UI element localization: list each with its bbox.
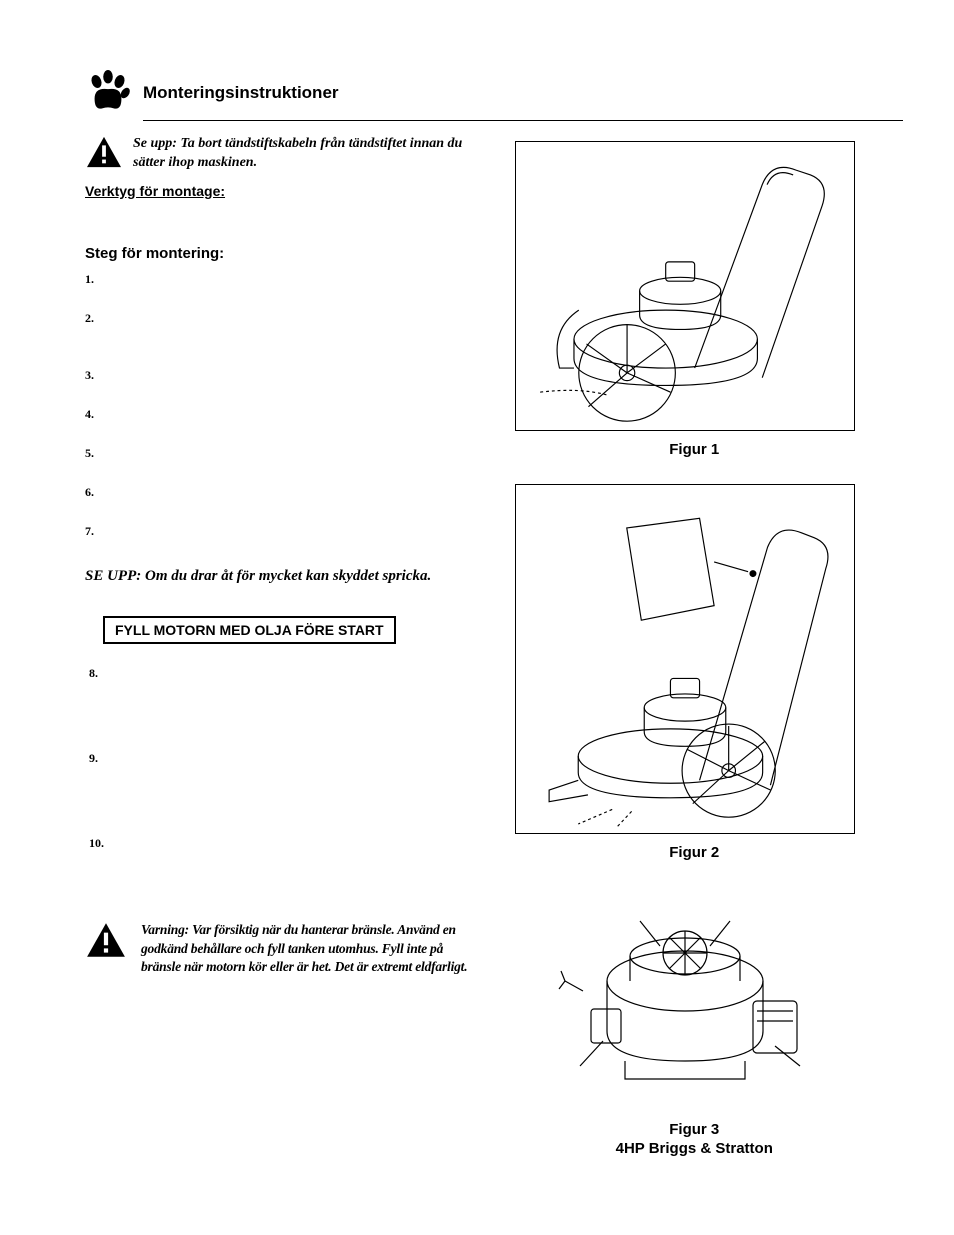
left-column: Se upp: Ta bort tändstiftskabeln från tä… xyxy=(85,135,475,1157)
step-number: 2. xyxy=(85,311,475,326)
header-row: Monteringsinstruktioner xyxy=(85,70,884,116)
content-columns: Se upp: Ta bort tändstiftskabeln från tä… xyxy=(85,135,884,1157)
step-number: 4. xyxy=(85,407,475,422)
steps-title: Steg för montering: xyxy=(85,245,475,262)
oil-warning-box: FYLL MOTORN MED OLJA FÖRE START xyxy=(103,616,396,644)
paw-icon xyxy=(85,70,131,116)
figure-3-caption: Figur 3 xyxy=(505,1121,885,1138)
figure-1-caption: Figur 1 xyxy=(505,441,885,458)
step-number: 9. xyxy=(89,751,475,766)
steps-list-a: 1. 2. 3. 4. 5. 6. 7. xyxy=(85,272,475,539)
figure-1-illustration xyxy=(520,146,850,426)
figure-3-illustration xyxy=(535,891,835,1111)
step-number: 10. xyxy=(89,836,475,851)
steps-list-b: 8. 9. 10. xyxy=(85,666,475,851)
warning-2: Varning: Var försiktig när du hanterar b… xyxy=(85,921,475,976)
warning-2-text: Varning: Var försiktig när du hanterar b… xyxy=(141,921,475,976)
step-number: 7. xyxy=(85,524,475,539)
right-column: Figur 1 xyxy=(505,135,885,1157)
figure-3-subcaption: 4HP Briggs & Stratton xyxy=(505,1140,885,1157)
figure-1-box xyxy=(515,141,855,431)
step-number: 8. xyxy=(89,666,475,681)
header-rule xyxy=(143,120,903,121)
step-number: 1. xyxy=(85,272,475,287)
page: Monteringsinstruktioner Se upp: Ta bort … xyxy=(0,0,954,1235)
step-number: 3. xyxy=(85,368,475,383)
step-number: 5. xyxy=(85,446,475,461)
tools-label: Verktyg för montage: xyxy=(85,183,475,199)
warning-icon xyxy=(85,921,127,959)
figure-2-caption: Figur 2 xyxy=(505,844,885,861)
warning-1: Se upp: Ta bort tändstiftskabeln från tä… xyxy=(85,135,475,173)
figure-2-box xyxy=(515,484,855,834)
caution-2: SE UPP: Om du drar åt för mycket kan sky… xyxy=(85,567,475,587)
figure-2-illustration xyxy=(520,489,850,829)
section-title: Monteringsinstruktioner xyxy=(143,83,339,103)
figure-3-box xyxy=(535,891,835,1111)
step-number: 6. xyxy=(85,485,475,500)
warning-icon xyxy=(85,135,123,169)
warning-1-text: Se upp: Ta bort tändstiftskabeln från tä… xyxy=(133,135,475,173)
